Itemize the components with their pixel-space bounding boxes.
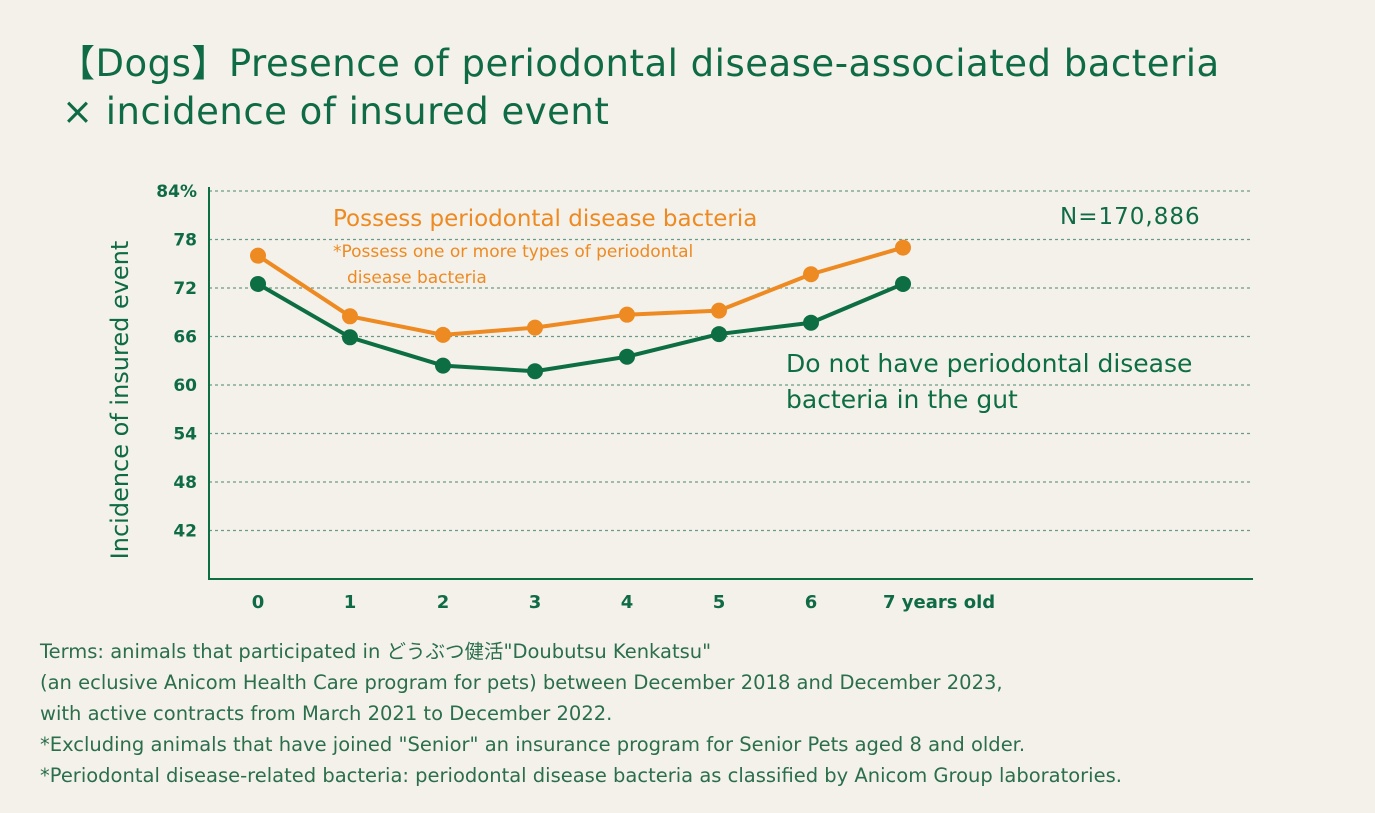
data-point [435,358,451,374]
y-tick-label: 48 [173,473,197,493]
data-point [527,363,543,379]
orange-series-note-2: disease bacteria [347,268,487,288]
x-tick-label: 7 years old [883,592,995,613]
data-point [895,276,911,292]
y-tick-label: 66 [173,328,197,348]
data-point [250,276,266,292]
orange-series-label: Possess periodontal disease bacteria [333,206,757,232]
data-point [342,308,358,324]
data-point [250,248,266,264]
y-tick-label: 72 [173,279,197,299]
x-tick-label: 6 [805,592,818,613]
data-point [803,266,819,282]
x-tick-label: 0 [252,592,265,613]
footnote-4: *Excluding animals that have joined "Sen… [40,729,1122,760]
data-point [619,307,635,323]
y-tick-label: 84% [156,182,197,202]
footnote-5: *Periodontal disease-related bacteria: p… [40,760,1122,791]
green-series-label-2: bacteria in the gut [786,385,1018,414]
orange-series-note-1: *Possess one or more types of periodonta… [333,242,693,262]
y-axis-label: Incidence of insured event [106,241,134,560]
x-tick-label: 1 [344,592,357,613]
x-tick-label: 2 [437,592,450,613]
data-point [619,349,635,365]
y-tick-label: 42 [173,522,197,542]
data-point [803,315,819,331]
footnotes: Terms: animals that participated in どうぶつ… [40,636,1122,791]
footnote-3: with active contracts from March 2021 to… [40,698,1122,729]
data-point [342,329,358,345]
footnote-2: (an eclusive Anicom Health Care program … [40,667,1122,698]
line-chart: 84% 78 72 66 60 54 48 42 0 1 2 3 4 5 6 7 years old Inci… [0,0,1375,630]
sample-size-annotation: N=170,886 [1060,204,1201,230]
y-tick-label: 60 [173,376,197,396]
data-point [527,320,543,336]
data-point [895,240,911,256]
data-point [711,303,727,319]
x-tick-label: 5 [713,592,726,613]
x-tick-label: 4 [621,592,634,613]
data-point [435,327,451,343]
y-tick-label: 54 [173,425,197,445]
x-tick-label: 3 [529,592,542,613]
y-tick-label: 78 [173,231,197,251]
footnote-1: Terms: animals that participated in どうぶつ… [40,636,1122,667]
green-series-label-1: Do not have periodontal disease [786,349,1192,378]
data-point [711,326,727,342]
